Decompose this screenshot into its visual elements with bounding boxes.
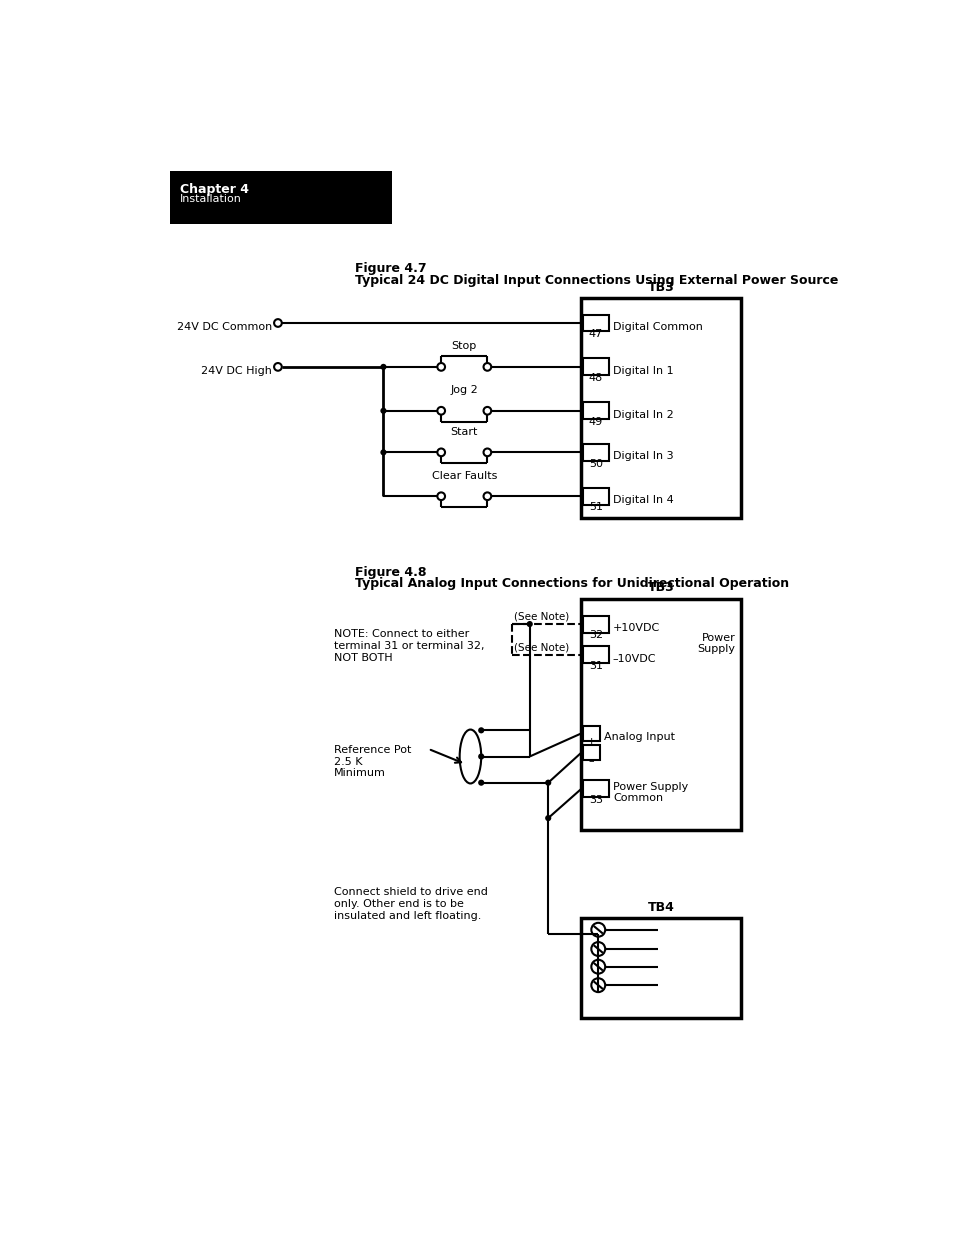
Text: 33: 33 — [588, 795, 602, 805]
Text: Digital In 4: Digital In 4 — [612, 495, 673, 505]
Text: Jog 2: Jog 2 — [450, 385, 477, 395]
Bar — [582, 646, 608, 663]
Text: Clear Faults: Clear Faults — [431, 471, 497, 480]
Text: Digital In 3: Digital In 3 — [612, 451, 673, 461]
Text: Stop: Stop — [451, 342, 476, 352]
Text: 24V DC Common: 24V DC Common — [176, 322, 272, 332]
Text: Power Supply
Common: Power Supply Common — [612, 782, 687, 804]
Circle shape — [380, 408, 386, 414]
Text: Figure 4.8: Figure 4.8 — [355, 566, 426, 578]
Bar — [582, 443, 608, 461]
Circle shape — [436, 493, 444, 500]
Bar — [582, 358, 608, 375]
Bar — [582, 726, 599, 741]
Bar — [582, 781, 608, 798]
Bar — [580, 918, 740, 1019]
Text: 48: 48 — [588, 373, 602, 383]
Text: Digital Common: Digital Common — [612, 322, 702, 332]
Circle shape — [526, 621, 533, 627]
Circle shape — [274, 363, 281, 370]
Text: (See Note): (See Note) — [514, 611, 569, 621]
Circle shape — [591, 960, 604, 973]
Circle shape — [436, 363, 444, 370]
Circle shape — [544, 815, 551, 821]
Circle shape — [483, 406, 491, 415]
Text: +10VDC: +10VDC — [612, 622, 659, 632]
Bar — [582, 403, 608, 419]
Circle shape — [591, 978, 604, 992]
Text: 47: 47 — [588, 330, 602, 340]
Circle shape — [483, 493, 491, 500]
Text: 32: 32 — [588, 630, 602, 640]
Text: 49: 49 — [588, 417, 602, 427]
Text: 31: 31 — [588, 661, 602, 671]
Bar — [582, 745, 599, 761]
Circle shape — [591, 923, 604, 936]
Circle shape — [483, 363, 491, 370]
Bar — [580, 599, 740, 830]
Text: Installation: Installation — [180, 194, 242, 205]
Bar — [582, 488, 608, 505]
Text: Reference Pot
2.5 K
Minimum: Reference Pot 2.5 K Minimum — [334, 745, 411, 778]
Circle shape — [591, 942, 604, 956]
Text: Typical Analog Input Connections for Unidirectional Operation: Typical Analog Input Connections for Uni… — [355, 577, 788, 590]
Text: 24V DC High: 24V DC High — [201, 366, 272, 375]
Text: Digital In 1: Digital In 1 — [612, 366, 673, 375]
Text: TB3: TB3 — [647, 580, 674, 594]
Text: 51: 51 — [588, 503, 602, 513]
Text: 50: 50 — [588, 458, 602, 468]
Circle shape — [477, 779, 484, 785]
Circle shape — [380, 450, 386, 456]
Text: +: + — [586, 737, 596, 747]
Bar — [582, 615, 608, 632]
Circle shape — [477, 727, 484, 734]
Text: NOTE: Connect to either
terminal 31 or terminal 32,
NOT BOTH: NOTE: Connect to either terminal 31 or t… — [334, 630, 484, 663]
Text: (See Note): (See Note) — [514, 642, 569, 652]
Circle shape — [436, 448, 444, 456]
Circle shape — [483, 448, 491, 456]
Circle shape — [274, 319, 281, 327]
Text: Connect shield to drive end
only. Other end is to be
insulated and left floating: Connect shield to drive end only. Other … — [334, 888, 488, 920]
Text: –10VDC: –10VDC — [612, 653, 656, 663]
Text: Start: Start — [450, 427, 477, 437]
Text: Analog Input: Analog Input — [603, 732, 674, 742]
Ellipse shape — [459, 730, 480, 783]
Text: –: – — [588, 757, 594, 767]
Bar — [580, 299, 740, 517]
Circle shape — [544, 779, 551, 785]
Circle shape — [477, 753, 484, 760]
Text: Digital In 2: Digital In 2 — [612, 410, 673, 420]
Bar — [582, 315, 608, 331]
Text: TB4: TB4 — [647, 900, 674, 914]
Bar — [170, 172, 392, 224]
Circle shape — [380, 364, 386, 370]
Text: Chapter 4: Chapter 4 — [180, 183, 249, 196]
Text: Power
Supply: Power Supply — [697, 632, 735, 655]
Text: Figure 4.7: Figure 4.7 — [355, 262, 426, 275]
Text: TB3: TB3 — [647, 280, 674, 294]
Text: Typical 24 DC Digital Input Connections Using External Power Source: Typical 24 DC Digital Input Connections … — [355, 274, 838, 287]
Circle shape — [436, 406, 444, 415]
